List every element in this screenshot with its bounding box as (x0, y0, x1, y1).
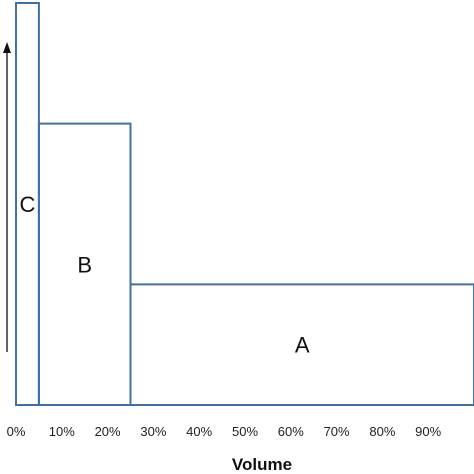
x-tick-label: 80% (369, 424, 395, 439)
x-tick-label: 60% (278, 424, 304, 439)
bar-b (37, 122, 132, 406)
x-tick-label: 70% (324, 424, 350, 439)
x-tick-label: 40% (186, 424, 212, 439)
axes-group (3, 23, 474, 406)
bars-group: C B A (15, 2, 474, 406)
bar-label-b: B (77, 252, 92, 277)
x-axis-label: Volume (232, 455, 292, 474)
x-ticks-group: 0% 10% 20% 30% 40% 50% 60% 70% 80% 90% (7, 424, 442, 439)
y-axis-arrow-head (3, 42, 11, 53)
bar-label-c: C (20, 192, 36, 217)
x-tick-label: 50% (232, 424, 258, 439)
x-tick-label: 0% (7, 424, 26, 439)
x-tick-label: 90% (415, 424, 441, 439)
bar-label-a: A (295, 333, 310, 358)
x-tick-label: 10% (49, 424, 75, 439)
x-tick-label: 20% (95, 424, 121, 439)
x-tick-label: 30% (140, 424, 166, 439)
bar-a (129, 283, 474, 406)
